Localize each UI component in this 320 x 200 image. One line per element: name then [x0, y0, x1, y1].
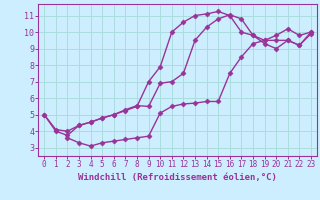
X-axis label: Windchill (Refroidissement éolien,°C): Windchill (Refroidissement éolien,°C) [78, 173, 277, 182]
